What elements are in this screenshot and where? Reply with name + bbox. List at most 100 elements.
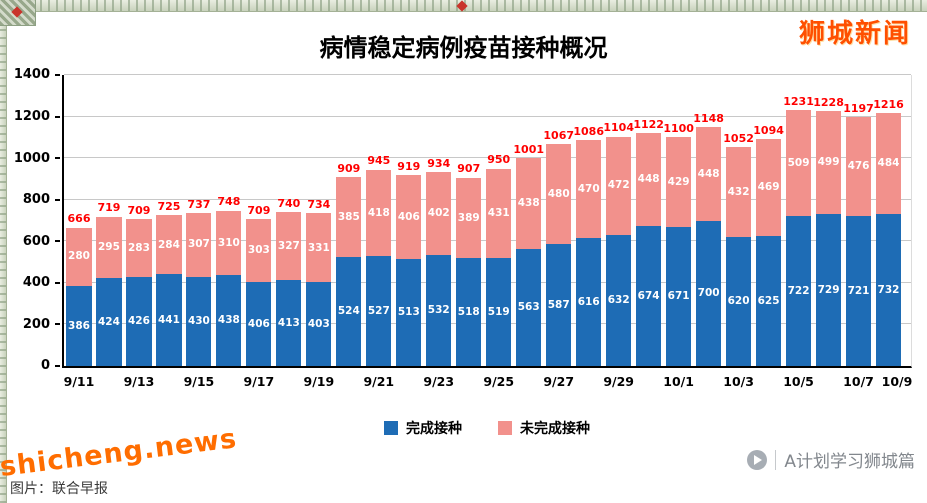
bar-total-label: 709	[247, 203, 271, 217]
bar-not-completed: 418	[366, 169, 392, 257]
y-tick-mark	[55, 157, 60, 160]
bar-value-label: 722	[787, 284, 810, 297]
bar-value-label: 484	[877, 157, 900, 170]
bar-completed: 722	[785, 215, 812, 366]
bar-total-label: 1197	[843, 102, 874, 116]
bar-total-label: 1122	[633, 117, 664, 131]
legend-label-not-completed: 未完成接种	[520, 421, 590, 437]
channel-watermark: A计划学习狮城篇	[747, 447, 915, 472]
bar-value-label: 671	[667, 290, 690, 303]
x-tick-label: 9/25	[483, 374, 515, 389]
bar-completed: 513	[396, 259, 422, 366]
y-tick-label: 200	[22, 316, 50, 332]
bar-not-completed: 406	[396, 175, 422, 260]
bar-value-label: 476	[847, 160, 870, 173]
legend-item-not-completed: 未完成接种	[498, 418, 590, 438]
bar-completed: 587	[546, 244, 572, 366]
bar-value-label: 470	[577, 182, 600, 195]
legend-swatch-completed	[384, 421, 398, 435]
bar-completed: 563	[516, 248, 542, 366]
bar-not-completed: 295	[96, 216, 122, 278]
bar-value-label: 448	[637, 173, 660, 186]
channel-label: A计划学习狮城篇	[784, 452, 915, 472]
bar-not-completed: 283	[126, 218, 152, 278]
bar-value-label: 732	[877, 283, 900, 296]
bar-completed: 403	[306, 282, 332, 366]
bar-value-label: 513	[397, 306, 420, 319]
bar-total-label: 1052	[723, 132, 754, 146]
bar-value-label: 385	[337, 210, 360, 223]
x-tick-label: 10/9	[881, 374, 913, 389]
y-tick-label: 400	[22, 275, 50, 291]
bar-total-label: 950	[487, 153, 511, 167]
bar-value-label: 674	[637, 289, 660, 302]
x-tick-label: 9/19	[303, 374, 335, 389]
bar-value-label: 430	[187, 315, 210, 328]
bar-total-label: 909	[337, 161, 361, 175]
bar-value-label: 625	[757, 294, 780, 307]
bar-completed: 413	[276, 280, 302, 366]
bar-completed: 406	[246, 281, 272, 366]
brand-logo: 狮城新闻	[798, 19, 911, 49]
bar-total-label: 737	[187, 197, 211, 211]
gridline	[64, 157, 911, 159]
bar-not-completed: 509	[785, 110, 812, 216]
bar-value-label: 509	[787, 156, 810, 169]
bar-not-completed: 476	[845, 117, 872, 217]
bar-completed: 632	[606, 234, 632, 366]
bar-completed: 426	[126, 277, 152, 366]
bar-total-label: 907	[457, 162, 481, 176]
bar-value-label: 441	[157, 313, 180, 326]
y-tick-label: 1400	[13, 67, 50, 83]
y-tick-label: 600	[22, 233, 50, 249]
bar-value-label: 563	[517, 301, 540, 314]
bar-completed: 441	[156, 274, 182, 366]
bar-completed: 519	[486, 258, 512, 366]
bar-value-label: 307	[187, 238, 210, 251]
bar-completed: 430	[186, 276, 212, 366]
bar-value-label: 480	[547, 187, 570, 200]
legend-label-completed: 完成接种	[406, 421, 462, 437]
bar-total-label: 919	[397, 159, 421, 173]
bar-completed: 424	[96, 277, 122, 366]
bar-not-completed: 469	[755, 138, 782, 237]
bar-not-completed: 310	[216, 210, 242, 275]
x-tick-label: 9/23	[423, 374, 455, 389]
bar-value-label: 386	[68, 319, 90, 332]
x-tick-label: 9/11	[63, 374, 95, 389]
bar-not-completed: 331	[306, 213, 332, 283]
y-tick-mark	[55, 365, 60, 367]
bar-value-label: 280	[68, 250, 90, 263]
bar-total-label: 709	[127, 203, 151, 217]
y-tick-label: 0	[40, 358, 50, 374]
bar-not-completed: 327	[276, 212, 302, 281]
bar-value-label: 431	[487, 207, 510, 220]
bar-not-completed: 385	[336, 177, 362, 258]
bar-total-label: 748	[217, 195, 241, 209]
bar-total-label: 1148	[693, 112, 724, 126]
bar-completed: 518	[456, 258, 482, 366]
bar-value-label: 426	[127, 315, 150, 328]
bar-not-completed: 448	[696, 127, 722, 221]
bar-value-label: 310	[217, 236, 240, 249]
bar-value-label: 429	[667, 175, 690, 188]
plot-area: 386 280 666 424 295 719 426 283 709 441 284 725 430 3…	[62, 74, 912, 368]
divider-line	[775, 449, 777, 470]
bar-not-completed: 499	[815, 110, 842, 215]
bar-value-label: 499	[817, 156, 840, 169]
bar-value-label: 432	[727, 186, 750, 198]
bar-value-label: 469	[757, 181, 780, 194]
bar-value-label: 327	[277, 239, 300, 252]
bar-value-label: 519	[487, 305, 510, 318]
source-caption: 图片：联合早报	[10, 481, 108, 497]
x-tick-label: 9/15	[183, 374, 215, 389]
chart-title: 病情稳定病例疫苗接种概况	[319, 34, 608, 62]
bar-completed: 674	[636, 225, 662, 366]
bar-value-label: 448	[697, 167, 720, 180]
ornament-border-left	[0, 0, 7, 503]
bar-not-completed: 284	[156, 215, 182, 275]
y-tick-mark	[55, 281, 60, 284]
y-tick-mark	[55, 198, 60, 201]
x-tick-label: 9/29	[603, 374, 634, 389]
